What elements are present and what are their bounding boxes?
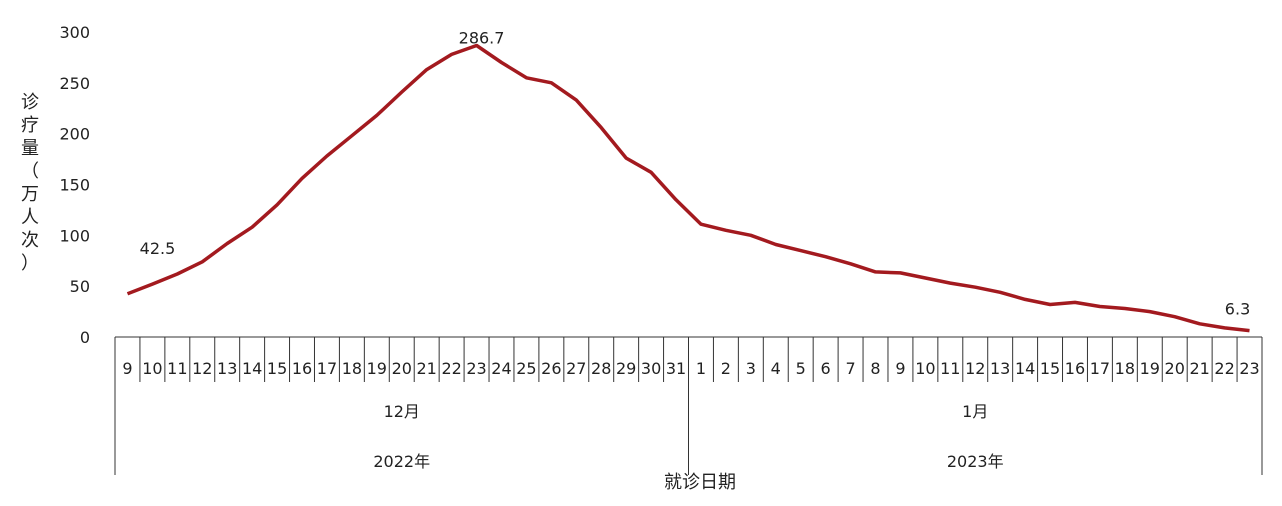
x-tick-label: 17 [1090, 359, 1110, 378]
month-label: 12月 [384, 402, 420, 421]
x-tick-label: 11 [167, 359, 187, 378]
x-tick-label: 21 [417, 359, 437, 378]
series-line [128, 46, 1250, 331]
x-tick-label: 22 [441, 359, 461, 378]
x-tick-label: 1 [696, 359, 706, 378]
x-tick-label: 28 [591, 359, 611, 378]
x-tick-label: 24 [491, 359, 511, 378]
x-tick-label: 21 [1189, 359, 1209, 378]
y-title-char: ） [21, 253, 39, 274]
x-tick-label: 12 [965, 359, 985, 378]
x-tick-label: 16 [1065, 359, 1085, 378]
x-tick-label: 5 [796, 359, 806, 378]
data-label: 286.7 [459, 29, 505, 48]
y-axis: 0 50 100 150 200 250 300 [59, 23, 90, 347]
year-label: 2023年 [947, 452, 1004, 471]
x-tick-label: 23 [466, 359, 486, 378]
x-tick-label: 20 [1165, 359, 1185, 378]
y-tick-label: 250 [59, 74, 90, 93]
y-title-char: 量 [21, 138, 39, 159]
y-title-char: 万 [21, 184, 39, 205]
x-tick-label: 18 [1115, 359, 1135, 378]
y-title-char: 次 [21, 230, 39, 251]
x-tick-label: 9 [122, 359, 132, 378]
data-label: 42.5 [140, 239, 176, 258]
y-tick-label: 100 [59, 226, 90, 245]
y-tick-label: 0 [80, 328, 90, 347]
x-tick-label: 20 [392, 359, 412, 378]
y-title-char: 疗 [21, 115, 39, 136]
x-tick-label: 8 [870, 359, 880, 378]
y-axis-title: 诊疗量（万人次） [21, 92, 39, 274]
y-title-char: 人 [21, 207, 39, 228]
y-tick-label: 50 [70, 277, 90, 296]
x-tick-label: 15 [267, 359, 287, 378]
x-tick-label: 3 [746, 359, 756, 378]
x-tick-label: 19 [367, 359, 387, 378]
x-tick-label: 10 [142, 359, 162, 378]
year-label: 2022年 [373, 452, 430, 471]
y-title-char: （ [21, 161, 39, 182]
x-tick-label: 7 [845, 359, 855, 378]
x-tick-label: 13 [990, 359, 1010, 378]
data-labels: 42.5 286.7 6.3 [127, 29, 1250, 331]
x-axis-title: 就诊日期 [664, 472, 736, 493]
x-tick-label: 9 [895, 359, 905, 378]
data-label: 6.3 [1225, 300, 1250, 319]
x-tick-label: 2 [721, 359, 731, 378]
x-tick-label: 31 [666, 359, 686, 378]
x-tick-label: 6 [821, 359, 831, 378]
x-tick-label: 29 [616, 359, 636, 378]
x-tick-label: 17 [317, 359, 337, 378]
y-tick-label: 200 [59, 125, 90, 144]
x-tick-label: 27 [566, 359, 586, 378]
x-tick-label: 14 [1015, 359, 1035, 378]
x-tick-label: 22 [1214, 359, 1234, 378]
x-tick-label: 16 [292, 359, 312, 378]
y-tick-label: 150 [59, 176, 90, 195]
x-tick-label: 23 [1239, 359, 1259, 378]
x-tick-label: 14 [242, 359, 262, 378]
x-tick-label: 10 [915, 359, 935, 378]
x-tick-label: 26 [541, 359, 561, 378]
x-tick-label: 18 [342, 359, 362, 378]
y-title-char: 诊 [21, 92, 39, 113]
x-tick-label: 12 [192, 359, 212, 378]
x-tick-label: 15 [1040, 359, 1060, 378]
x-tick-label: 4 [771, 359, 781, 378]
x-tick-label: 30 [641, 359, 661, 378]
x-tick-label: 25 [516, 359, 536, 378]
y-tick-label: 300 [59, 23, 90, 42]
x-tick-label: 11 [940, 359, 960, 378]
x-tick-label: 13 [217, 359, 237, 378]
x-tick-label: 19 [1140, 359, 1160, 378]
month-label: 1月 [962, 402, 988, 421]
